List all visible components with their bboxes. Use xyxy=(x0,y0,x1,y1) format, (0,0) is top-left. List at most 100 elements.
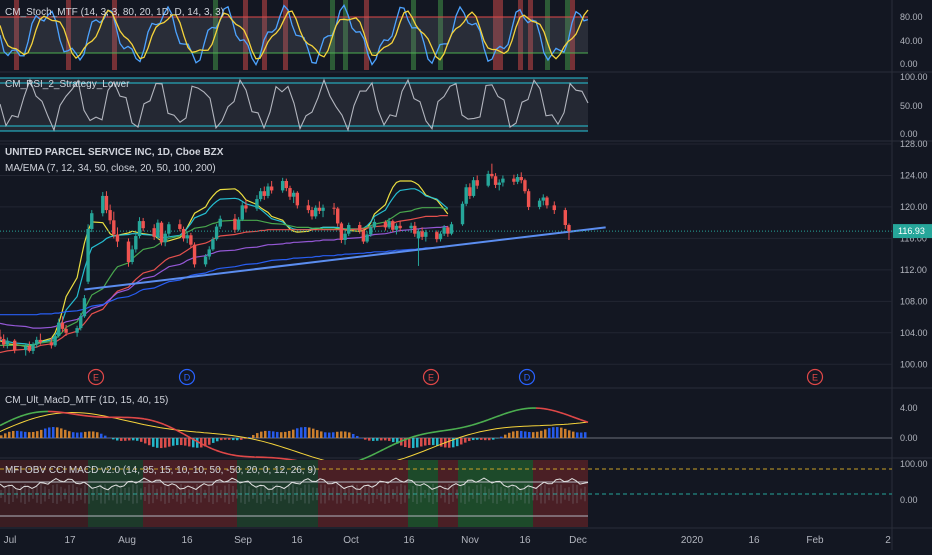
macd-hist-bar xyxy=(136,438,139,441)
macd-hist-bar xyxy=(224,438,227,440)
candle-body xyxy=(343,234,346,240)
candle-body xyxy=(417,231,420,238)
candle-body xyxy=(31,345,34,351)
macd-hist-bar xyxy=(476,438,479,440)
macd-hist-bar xyxy=(316,430,319,438)
macd-hist-bar xyxy=(16,431,19,438)
candle-body xyxy=(461,204,464,224)
macd-hist-bar xyxy=(372,438,375,441)
candle-body xyxy=(472,180,475,196)
time-axis-label: Sep xyxy=(234,535,252,546)
candle-body xyxy=(358,225,361,231)
macd-line-segment xyxy=(472,424,476,425)
macd-hist-bar xyxy=(516,431,519,438)
time-axis-label: 16 xyxy=(291,535,303,546)
macd-line-segment xyxy=(456,428,460,429)
candle-body xyxy=(281,181,284,190)
macd-hist-bar xyxy=(72,432,75,438)
macd-hist-bar xyxy=(364,438,367,440)
candle-body xyxy=(516,177,519,182)
macd-hist-bar xyxy=(456,438,459,446)
candle-body xyxy=(373,222,376,228)
candle-body xyxy=(108,210,111,220)
marker-letter: E xyxy=(812,373,818,383)
macd-hist-bar xyxy=(576,432,579,438)
macd-hist-bar xyxy=(8,432,11,438)
macd-hist-bar xyxy=(288,431,291,438)
macd-hist-bar xyxy=(48,427,51,438)
macd-line-segment xyxy=(428,432,432,433)
macd-hist-bar xyxy=(428,438,431,445)
candle-body xyxy=(208,249,211,256)
macd-hist-bar xyxy=(348,432,351,438)
candle-body xyxy=(152,228,155,237)
macd-hist-bar xyxy=(300,427,303,438)
macd-hist-bar xyxy=(132,438,135,440)
candle-body xyxy=(189,235,192,244)
candle-body xyxy=(112,220,115,234)
macd-line-segment xyxy=(236,456,240,457)
macd-hist-bar xyxy=(572,432,575,438)
candle-body xyxy=(398,226,401,228)
macd-hist-bar xyxy=(532,432,535,438)
macd-hist-bar xyxy=(260,432,263,438)
macd-hist-bar xyxy=(384,438,387,440)
macd-hist-bar xyxy=(296,428,299,438)
candle-body xyxy=(2,339,5,345)
macd-line-segment xyxy=(464,426,468,427)
macd-line-segment xyxy=(440,431,444,432)
time-axis-label: Aug xyxy=(118,535,136,546)
macd-hist-bar xyxy=(552,427,555,438)
macd-hist-bar xyxy=(88,431,91,438)
macd-hist-bar xyxy=(304,427,307,438)
macd-hist-bar xyxy=(436,438,439,446)
candle-body xyxy=(105,196,108,210)
macd-line-segment xyxy=(80,415,84,416)
macd-hist-bar xyxy=(328,433,331,438)
rsi-tick-100: 100.00 xyxy=(900,72,928,82)
macd-hist-bar xyxy=(100,434,103,438)
macd-hist-bar xyxy=(464,438,467,443)
macd-tick-0: 0.00 xyxy=(900,433,918,443)
macd-line-segment xyxy=(28,413,32,414)
candle-body xyxy=(263,191,266,196)
rsi-tick-0: 0.00 xyxy=(900,129,918,139)
candle-body xyxy=(542,197,545,200)
candle-body xyxy=(464,187,467,204)
macd-hist-bar xyxy=(116,438,119,441)
candle-body xyxy=(512,179,515,182)
macd-tick-4: 4.00 xyxy=(900,403,918,413)
macd-hist-bar xyxy=(148,438,151,445)
macd-hist-bar xyxy=(180,438,183,445)
macd-line-segment xyxy=(76,414,80,415)
candle-body xyxy=(446,227,449,233)
candle-body xyxy=(53,336,56,345)
candle-body xyxy=(163,234,166,243)
macd-hist-bar xyxy=(332,432,335,438)
candle-body xyxy=(395,226,398,230)
candle-body xyxy=(127,242,130,262)
candle-body xyxy=(193,245,196,265)
candle-body xyxy=(237,220,240,230)
candle-body xyxy=(241,205,244,219)
candle xyxy=(53,334,56,347)
macd-hist-bar xyxy=(376,438,379,441)
macd-hist-bar xyxy=(184,438,187,446)
candle xyxy=(527,189,530,210)
candle-body xyxy=(211,239,214,249)
candle-body xyxy=(442,227,445,233)
candle-body xyxy=(266,186,269,195)
candle-body xyxy=(141,221,144,228)
macd-line-segment xyxy=(148,420,152,421)
macd-hist-bar xyxy=(380,438,383,440)
candle-body xyxy=(35,340,38,345)
macd-hist-bar xyxy=(484,438,487,440)
stoch-tick-40: 40.00 xyxy=(900,36,923,46)
macd-hist-bar xyxy=(356,436,359,438)
macd-hist-bar xyxy=(460,438,463,444)
macd-hist-bar xyxy=(80,432,83,438)
macd-hist-bar xyxy=(424,438,427,446)
candle-body xyxy=(538,201,541,207)
